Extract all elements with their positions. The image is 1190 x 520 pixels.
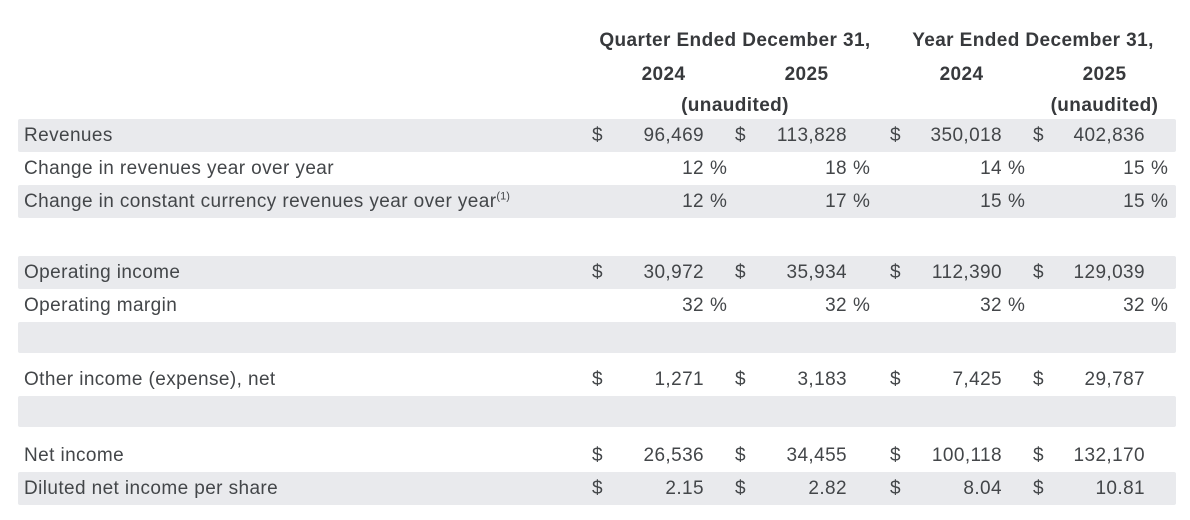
table-row: Net income $26,536 $34,455 $100,118 $132,170 bbox=[18, 439, 1176, 472]
percent-symbol: % bbox=[710, 294, 728, 316]
table-row: Change in revenues year over year 12% 18% 1… bbox=[18, 152, 1176, 185]
row-label: Net income bbox=[24, 444, 125, 466]
cell-value: 100,118 bbox=[931, 444, 1002, 466]
year-unaudited-label: (unaudited) bbox=[1050, 95, 1159, 116]
cell-value: 34,455 bbox=[786, 444, 847, 466]
cell-value: 15 bbox=[1123, 157, 1145, 179]
percent-symbol: % bbox=[1151, 294, 1169, 316]
cell-value: 26,536 bbox=[643, 444, 704, 466]
percent-symbol: % bbox=[1151, 157, 1169, 179]
currency-symbol: $ bbox=[592, 368, 603, 390]
cell-value: 1,271 bbox=[654, 368, 704, 390]
cell-value: 12 bbox=[682, 157, 704, 179]
table-body: Revenues $96,469 $113,828 $350,018 $402,836 C… bbox=[18, 119, 1190, 505]
currency-symbol: $ bbox=[592, 261, 603, 283]
footnote-marker: (1) bbox=[496, 190, 510, 203]
quarter-2024-header: 2024 bbox=[641, 64, 686, 85]
spacer-row bbox=[18, 353, 1176, 363]
cell-value: 2.15 bbox=[665, 477, 704, 499]
row-label: Change in revenues year over year bbox=[24, 157, 334, 179]
quarter-unaudited-label: (unaudited) bbox=[681, 95, 789, 116]
table-row: Operating margin 32% 32% 32% 32% bbox=[18, 289, 1176, 322]
currency-symbol: $ bbox=[735, 261, 746, 283]
table-row: Diluted net income per share $2.15 $2.82 $8… bbox=[18, 472, 1176, 505]
cell-value: 350,018 bbox=[930, 124, 1002, 146]
percent-symbol: % bbox=[1008, 157, 1026, 179]
spacer-row bbox=[18, 427, 1176, 439]
cell-value: 2.82 bbox=[808, 477, 847, 499]
row-label: Diluted net income per share bbox=[24, 477, 279, 499]
table-row: Change in constant currency revenues yea… bbox=[18, 185, 1176, 218]
cell-value: 14 bbox=[980, 157, 1002, 179]
cell-value: 17 bbox=[825, 190, 847, 212]
cell-value: 112,390 bbox=[931, 261, 1002, 283]
quarter-ended-header: Quarter Ended December 31, bbox=[599, 30, 871, 51]
cell-value: 32 bbox=[980, 294, 1002, 316]
currency-symbol: $ bbox=[735, 444, 746, 466]
percent-symbol: % bbox=[853, 294, 871, 316]
table-row: Other income (expense), net $1,271 $3,183 $… bbox=[18, 363, 1176, 396]
cell-value: 113,828 bbox=[776, 124, 847, 146]
percent-symbol: % bbox=[853, 157, 871, 179]
table-row: Revenues $96,469 $113,828 $350,018 $402,836 bbox=[18, 119, 1176, 152]
cell-value: 96,469 bbox=[643, 124, 704, 146]
currency-symbol: $ bbox=[1033, 368, 1044, 390]
currency-symbol: $ bbox=[592, 444, 603, 466]
currency-symbol: $ bbox=[890, 444, 901, 466]
percent-symbol: % bbox=[710, 190, 728, 212]
cell-value: 12 bbox=[682, 190, 704, 212]
currency-symbol: $ bbox=[1033, 124, 1044, 146]
table-header-period-row: Quarter Ended December 31, Year Ended De… bbox=[18, 27, 1176, 55]
currency-symbol: $ bbox=[592, 124, 603, 146]
cell-value: 18 bbox=[825, 157, 847, 179]
currency-symbol: $ bbox=[890, 124, 901, 146]
percent-symbol: % bbox=[1151, 190, 1169, 212]
row-label: Other income (expense), net bbox=[24, 368, 276, 390]
row-label: Operating margin bbox=[24, 294, 178, 316]
blank-row bbox=[18, 396, 1176, 427]
year-2025-header: 2025 bbox=[1082, 64, 1127, 85]
table-header-unaudited-row: (unaudited) (unaudited) bbox=[18, 93, 1176, 119]
cell-value: 8.04 bbox=[963, 477, 1002, 499]
table-row: Operating income $30,972 $35,934 $112,390 $1… bbox=[18, 256, 1176, 289]
cell-value: 132,170 bbox=[1073, 444, 1145, 466]
cell-value: 35,934 bbox=[786, 261, 847, 283]
table-header-years-row: 2024 2025 2024 2025 bbox=[18, 61, 1176, 89]
cell-value: 7,425 bbox=[952, 368, 1002, 390]
currency-symbol: $ bbox=[890, 477, 901, 499]
percent-symbol: % bbox=[710, 157, 728, 179]
cell-value: 32 bbox=[682, 294, 704, 316]
currency-symbol: $ bbox=[592, 477, 603, 499]
row-label: Change in constant currency revenues yea… bbox=[24, 190, 510, 212]
financial-results-table: Quarter Ended December 31, Year Ended De… bbox=[18, 27, 1190, 505]
currency-symbol: $ bbox=[1033, 261, 1044, 283]
cell-value: 32 bbox=[825, 294, 847, 316]
cell-value: 15 bbox=[1123, 190, 1145, 212]
currency-symbol: $ bbox=[1033, 444, 1044, 466]
spacer-row bbox=[18, 218, 1176, 256]
year-ended-header: Year Ended December 31, bbox=[912, 30, 1154, 51]
cell-value: 30,972 bbox=[643, 261, 704, 283]
currency-symbol: $ bbox=[890, 368, 901, 390]
cell-value: 129,039 bbox=[1073, 261, 1145, 283]
cell-value: 29,787 bbox=[1084, 368, 1145, 390]
year-2024-header: 2024 bbox=[939, 64, 984, 85]
currency-symbol: $ bbox=[735, 477, 746, 499]
percent-symbol: % bbox=[1008, 190, 1026, 212]
quarter-2025-header: 2025 bbox=[784, 64, 829, 85]
currency-symbol: $ bbox=[1033, 477, 1044, 499]
cell-value: 402,836 bbox=[1073, 124, 1145, 146]
cell-value: 10.81 bbox=[1095, 477, 1145, 499]
currency-symbol: $ bbox=[890, 261, 901, 283]
currency-symbol: $ bbox=[735, 124, 746, 146]
cell-value: 3,183 bbox=[797, 368, 847, 390]
cell-value: 15 bbox=[980, 190, 1002, 212]
percent-symbol: % bbox=[853, 190, 871, 212]
cell-value: 32 bbox=[1123, 294, 1145, 316]
percent-symbol: % bbox=[1008, 294, 1026, 316]
row-label: Revenues bbox=[24, 124, 113, 146]
currency-symbol: $ bbox=[735, 368, 746, 390]
blank-row bbox=[18, 322, 1176, 353]
row-label: Operating income bbox=[24, 261, 181, 283]
